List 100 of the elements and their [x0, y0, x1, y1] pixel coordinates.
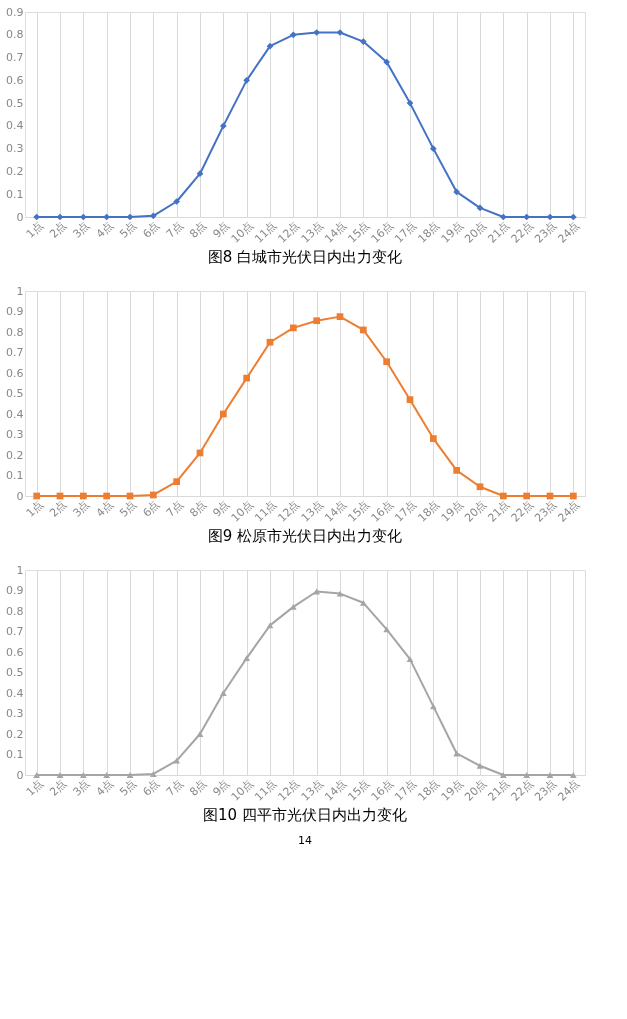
y-tick-label: 0.6 [6, 73, 24, 87]
point [103, 772, 111, 778]
y-tick-label: 0 [16, 768, 24, 782]
x-tick-label: 7点 [163, 218, 186, 241]
point [56, 772, 64, 778]
x-tick-label: 1点 [23, 497, 46, 520]
x-tick-label: 8点 [187, 776, 209, 799]
point [359, 38, 367, 45]
point [126, 213, 134, 221]
point [149, 771, 157, 777]
point [266, 338, 274, 346]
point [336, 313, 344, 320]
point [499, 213, 507, 221]
point [313, 29, 321, 36]
y-tick-label: 0.1 [6, 469, 24, 482]
x-tick-label: 5点 [117, 218, 139, 241]
point [429, 145, 437, 153]
y-tick-label: 0.4 [6, 407, 24, 421]
y-tick-label: 0.6 [6, 366, 24, 380]
x-tick-label: 7点 [163, 497, 186, 520]
x-tick-label: 8点 [187, 497, 209, 520]
y-tick-label: 0.7 [6, 51, 24, 65]
point [453, 467, 461, 474]
y-tick-label: 0.8 [6, 604, 24, 618]
y-tick-label: 1 [16, 563, 24, 577]
point [243, 655, 251, 662]
x-tick-label: 4点 [93, 776, 116, 799]
point [149, 212, 157, 220]
point [383, 58, 391, 66]
point [359, 599, 367, 606]
point [196, 170, 204, 178]
point [406, 396, 414, 403]
point [266, 622, 274, 629]
point [313, 317, 321, 325]
y-tick-label: 0.6 [6, 645, 24, 659]
y-tick-label: 0.9 [6, 305, 24, 318]
x-tick-label: 6点 [140, 497, 163, 520]
point [523, 772, 531, 778]
text: 图8 白城市光伏日内出力变化 [207, 248, 403, 267]
point [243, 374, 251, 382]
y-tick-label: 0.9 [6, 584, 24, 597]
x-tick-label: 7点 [163, 776, 186, 799]
y-tick-label: 0 [16, 489, 24, 503]
point [243, 76, 251, 84]
y-tick-label: 0.8 [6, 28, 24, 42]
y-tick-label: 1 [16, 284, 24, 298]
point [476, 762, 484, 769]
y-tick-label: 0.9 [6, 5, 24, 19]
x-tick-label: 5点 [117, 497, 139, 520]
y-tick-label: 0.2 [6, 448, 24, 462]
x-tick-label: 2点 [47, 776, 69, 799]
x-tick-label: 4点 [93, 497, 116, 520]
point [429, 703, 437, 710]
y-tick-label: 0.7 [6, 625, 24, 638]
y-tick-label: 0.1 [6, 187, 24, 201]
x-tick-label: 2点 [47, 497, 69, 520]
point [406, 99, 414, 107]
text: 14 [298, 834, 312, 848]
point [546, 213, 554, 221]
point [289, 324, 297, 332]
y-tick-label: 0.4 [6, 686, 24, 700]
y-tick-label: 0.4 [6, 119, 24, 133]
x-tick-label: 3点 [70, 776, 93, 799]
x-tick-label: 1点 [23, 218, 46, 241]
point [219, 122, 227, 130]
y-tick-label: 0 [16, 210, 24, 224]
point [219, 690, 227, 696]
y-tick-label: 0.3 [6, 142, 24, 156]
x-tick-label: 4点 [93, 218, 116, 241]
text: 图9 松原市光伏日内出力变化 [207, 527, 403, 546]
point [499, 492, 507, 500]
point [33, 772, 41, 778]
point [126, 772, 134, 778]
x-tick-label: 3点 [70, 497, 93, 520]
point [79, 772, 87, 778]
y-tick-label: 0.3 [6, 707, 24, 720]
point [219, 410, 227, 418]
y-tick-label: 0.7 [6, 346, 24, 359]
point [406, 656, 414, 663]
point [569, 492, 577, 500]
point [266, 42, 274, 50]
point [429, 435, 437, 442]
x-tick-label: 2点 [47, 218, 69, 241]
point [453, 188, 461, 196]
point [476, 483, 484, 491]
text: 图10 四平市光伏日内出力变化 [203, 806, 407, 825]
point [103, 492, 111, 500]
point [56, 213, 64, 221]
point [383, 358, 391, 366]
point [173, 478, 181, 485]
x-tick-label: 6点 [140, 218, 163, 241]
y-tick-label: 0.5 [6, 387, 24, 400]
x-tick-label: 3点 [70, 218, 93, 241]
point [523, 492, 531, 500]
point [173, 198, 181, 205]
x-tick-label: 1点 [23, 776, 46, 799]
point [476, 204, 484, 212]
y-tick-label: 0.2 [6, 164, 24, 178]
point [79, 492, 87, 500]
point [149, 491, 157, 499]
